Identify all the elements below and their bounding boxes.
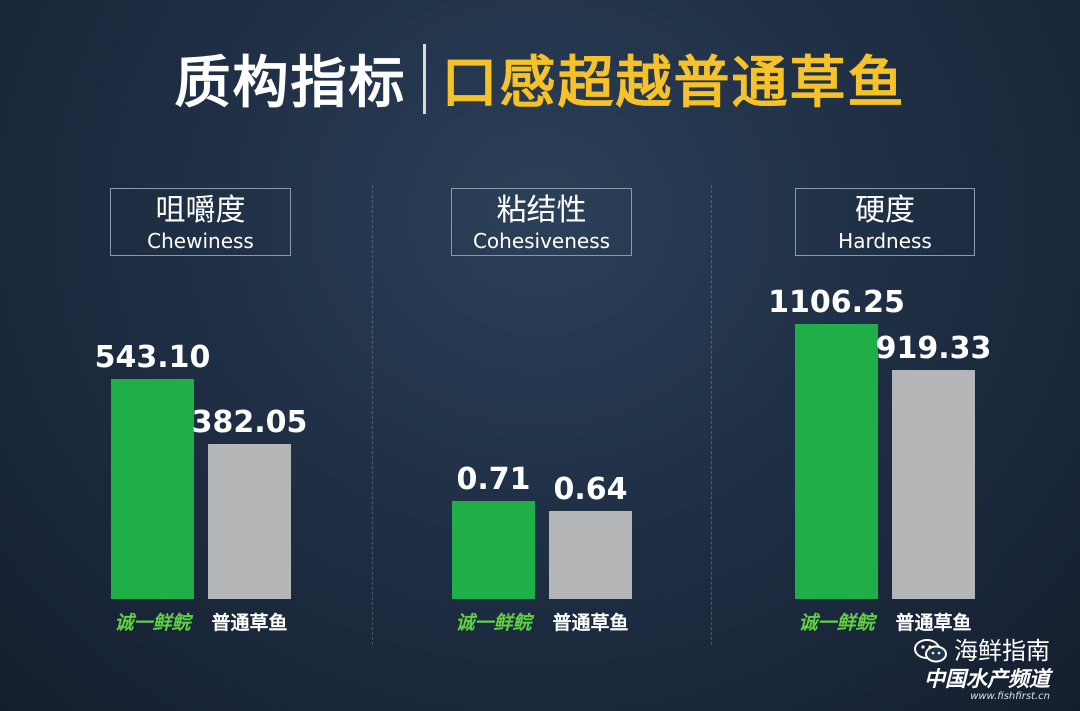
category-label: 诚一鲜鲩: [798, 612, 875, 634]
page-title: 质构指标 口感超越普通草鱼: [0, 38, 1080, 119]
bar: [452, 501, 535, 599]
category-label: 普通草鱼: [895, 612, 972, 634]
panel-divider: [372, 185, 374, 645]
category-label: 普通草鱼: [552, 612, 629, 634]
watermark-url: www.fishfirst.cn: [970, 691, 1050, 702]
data-label: 543.10: [94, 340, 211, 376]
data-label: 0.71: [456, 462, 531, 497]
bar: [549, 510, 632, 599]
data-label: 919.33: [875, 331, 992, 367]
wechat-icon: [914, 639, 947, 663]
title-separator: [422, 43, 426, 114]
category-label: 普通草鱼: [211, 612, 288, 634]
title-main: 质构指标: [174, 51, 407, 116]
watermark-name: 海鲜指南: [954, 637, 1050, 665]
panel-title: 硬度: [855, 193, 915, 228]
watermark: 海鲜指南 中国水产频道 www.fishfirst.cn: [914, 637, 1050, 703]
bar: [111, 379, 194, 599]
data-label: 1106.25: [768, 285, 905, 320]
panel-subtitle: Chewiness: [147, 229, 254, 253]
bar: [892, 370, 975, 599]
panel-subtitle: Cohesiveness: [472, 229, 611, 253]
panel-header: 硬度 Hardness: [795, 188, 975, 256]
watermark-org: 中国水产频道: [924, 667, 1050, 691]
panel-header: 粘结性 Cohesiveness: [451, 188, 632, 256]
bar: [208, 444, 291, 599]
category-label: 诚一鲜鲩: [114, 612, 191, 634]
panel-subtitle: Hardness: [838, 229, 932, 253]
panel-title: 粘结性: [496, 193, 587, 228]
data-label: 0.64: [553, 471, 628, 507]
bar: [795, 324, 878, 599]
panel-header: 咀嚼度 Chewiness: [110, 188, 291, 256]
category-label: 诚一鲜鲩: [455, 612, 532, 634]
title-tagline: 口感超越普通草鱼: [441, 51, 906, 116]
panel-divider: [711, 185, 713, 645]
data-label: 382.05: [191, 405, 308, 441]
panel-title: 咀嚼度: [155, 193, 246, 228]
